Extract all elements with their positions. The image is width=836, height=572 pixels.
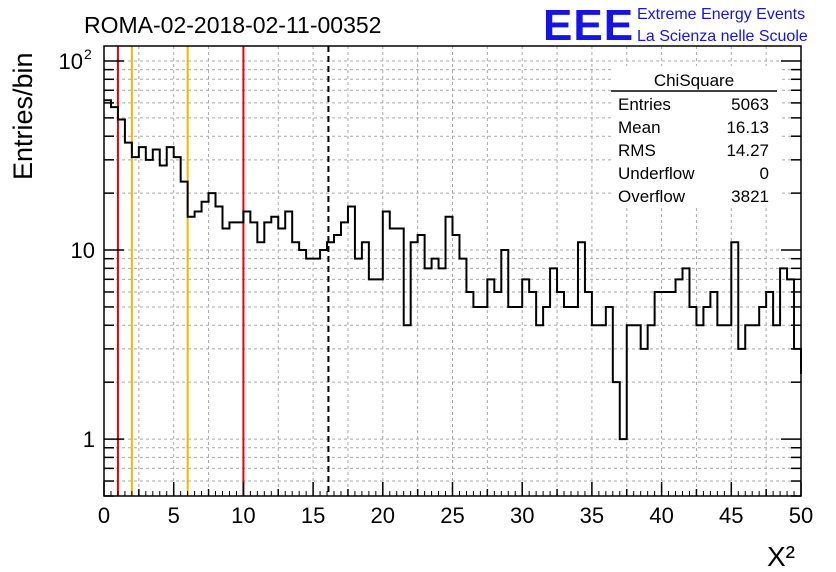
- x-tick-label: 50: [789, 503, 813, 528]
- axis-ticks: [103, 60, 802, 497]
- marker-lines: [116, 46, 330, 496]
- stats-title: ChiSquare: [654, 71, 734, 90]
- stats-label: RMS: [618, 141, 656, 160]
- chart-title: ROMA-02-2018-02-11-00352: [84, 12, 381, 38]
- y-tick-label: 10: [59, 49, 83, 74]
- x-tick-label: 0: [98, 503, 110, 528]
- stats-value: 16.13: [726, 118, 769, 137]
- stats-label: Underflow: [618, 164, 695, 183]
- y-tick-exponent: 2: [84, 46, 92, 62]
- stats-label: Overflow: [618, 187, 686, 206]
- x-tick-label: 35: [580, 503, 604, 528]
- histogram-series: [104, 99, 802, 441]
- x-axis-label: X²: [767, 541, 795, 572]
- y-axis-label: Entries/bin: [8, 52, 38, 180]
- stats-label: Entries: [618, 95, 671, 114]
- logo-line2: La Scienza nelle Scuole: [637, 28, 808, 45]
- stats-box: ChiSquare Entries 5063 Mean 16.13 RMS 14.27 Un…: [611, 66, 781, 206]
- y-tick-label: 10: [71, 238, 95, 263]
- logo-mark: EEE: [543, 1, 634, 50]
- x-tick-label: 5: [168, 503, 180, 528]
- x-tick-label: 20: [371, 503, 395, 528]
- x-tick-label: 40: [649, 503, 673, 528]
- y-tick-label: 1: [83, 427, 95, 452]
- x-tick-label: 30: [510, 503, 534, 528]
- stats-value: 5063: [731, 95, 769, 114]
- logo-line1: Extreme Energy Events: [637, 6, 805, 23]
- stats-value: 14.27: [726, 141, 769, 160]
- stats-value: 0: [760, 164, 769, 183]
- stats-label: Mean: [618, 118, 661, 137]
- x-tick-label: 10: [231, 503, 255, 528]
- logo: EEE Extreme Energy Events La Scienza nel…: [543, 1, 808, 50]
- stats-value: 3821: [731, 187, 769, 206]
- x-tick-label: 25: [440, 503, 464, 528]
- x-tick-label: 45: [719, 503, 743, 528]
- x-tick-label: 15: [301, 503, 325, 528]
- x-tick-labels: 0 5 10 15 20 25 30 35 40 45 50: [98, 503, 813, 528]
